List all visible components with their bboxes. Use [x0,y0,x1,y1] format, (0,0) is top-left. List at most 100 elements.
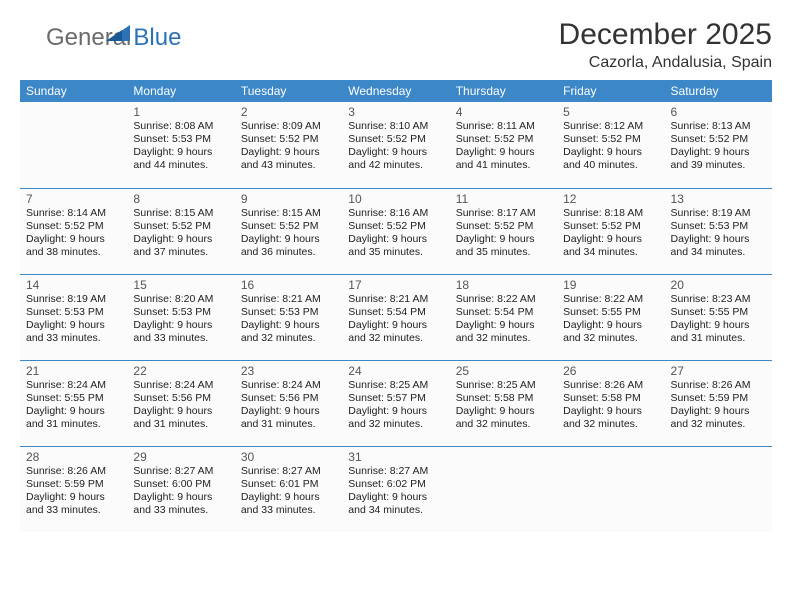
day-info: Sunrise: 8:08 AMSunset: 5:53 PMDaylight:… [133,120,228,173]
calendar-day-cell: 14Sunrise: 8:19 AMSunset: 5:53 PMDayligh… [20,274,127,360]
day-info: Sunrise: 8:27 AMSunset: 6:01 PMDaylight:… [241,465,336,518]
calendar-day-cell: 24Sunrise: 8:25 AMSunset: 5:57 PMDayligh… [342,360,449,446]
calendar-day-cell: 17Sunrise: 8:21 AMSunset: 5:54 PMDayligh… [342,274,449,360]
calendar-day-cell: 1Sunrise: 8:08 AMSunset: 5:53 PMDaylight… [127,102,234,188]
day-info: Sunrise: 8:15 AMSunset: 5:52 PMDaylight:… [133,207,228,260]
calendar-day-cell: 25Sunrise: 8:25 AMSunset: 5:58 PMDayligh… [450,360,557,446]
calendar-day-cell [20,102,127,188]
day-info: Sunrise: 8:21 AMSunset: 5:54 PMDaylight:… [348,293,443,346]
weekday-header: Tuesday [235,80,342,102]
day-number: 1 [133,105,228,119]
day-info: Sunrise: 8:22 AMSunset: 5:54 PMDaylight:… [456,293,551,346]
weekday-header: Thursday [450,80,557,102]
day-number: 21 [26,364,121,378]
calendar-week-row: 7Sunrise: 8:14 AMSunset: 5:52 PMDaylight… [20,188,772,274]
day-info: Sunrise: 8:14 AMSunset: 5:52 PMDaylight:… [26,207,121,260]
calendar-day-cell: 2Sunrise: 8:09 AMSunset: 5:52 PMDaylight… [235,102,342,188]
calendar-day-cell: 8Sunrise: 8:15 AMSunset: 5:52 PMDaylight… [127,188,234,274]
calendar-day-cell [665,446,772,532]
calendar-week-row: 1Sunrise: 8:08 AMSunset: 5:53 PMDaylight… [20,102,772,188]
weekday-header-row: Sunday Monday Tuesday Wednesday Thursday… [20,80,772,102]
day-number: 15 [133,278,228,292]
calendar-day-cell: 5Sunrise: 8:12 AMSunset: 5:52 PMDaylight… [557,102,664,188]
day-info: Sunrise: 8:19 AMSunset: 5:53 PMDaylight:… [26,293,121,346]
calendar-day-cell: 4Sunrise: 8:11 AMSunset: 5:52 PMDaylight… [450,102,557,188]
calendar-day-cell: 13Sunrise: 8:19 AMSunset: 5:53 PMDayligh… [665,188,772,274]
calendar-table: Sunday Monday Tuesday Wednesday Thursday… [20,80,772,532]
calendar-day-cell: 19Sunrise: 8:22 AMSunset: 5:55 PMDayligh… [557,274,664,360]
day-number: 27 [671,364,766,378]
calendar-day-cell: 11Sunrise: 8:17 AMSunset: 5:52 PMDayligh… [450,188,557,274]
title-block: December 2025 Cazorla, Andalusia, Spain [559,18,772,72]
page-subtitle: Cazorla, Andalusia, Spain [559,54,772,72]
calendar-day-cell: 22Sunrise: 8:24 AMSunset: 5:56 PMDayligh… [127,360,234,446]
day-info: Sunrise: 8:17 AMSunset: 5:52 PMDaylight:… [456,207,551,260]
day-number: 16 [241,278,336,292]
day-number: 22 [133,364,228,378]
day-info: Sunrise: 8:27 AMSunset: 6:00 PMDaylight:… [133,465,228,518]
day-info: Sunrise: 8:21 AMSunset: 5:53 PMDaylight:… [241,293,336,346]
day-info: Sunrise: 8:16 AMSunset: 5:52 PMDaylight:… [348,207,443,260]
weekday-header: Sunday [20,80,127,102]
calendar-day-cell: 23Sunrise: 8:24 AMSunset: 5:56 PMDayligh… [235,360,342,446]
weekday-header: Wednesday [342,80,449,102]
calendar-week-row: 21Sunrise: 8:24 AMSunset: 5:55 PMDayligh… [20,360,772,446]
calendar-day-cell: 12Sunrise: 8:18 AMSunset: 5:52 PMDayligh… [557,188,664,274]
day-number: 25 [456,364,551,378]
day-number: 14 [26,278,121,292]
day-number: 13 [671,192,766,206]
day-number: 4 [456,105,551,119]
day-number: 18 [456,278,551,292]
day-number: 3 [348,105,443,119]
calendar-day-cell: 3Sunrise: 8:10 AMSunset: 5:52 PMDaylight… [342,102,449,188]
day-info: Sunrise: 8:25 AMSunset: 5:57 PMDaylight:… [348,379,443,432]
calendar-body: 1Sunrise: 8:08 AMSunset: 5:53 PMDaylight… [20,102,772,532]
day-number: 7 [26,192,121,206]
calendar-day-cell: 20Sunrise: 8:23 AMSunset: 5:55 PMDayligh… [665,274,772,360]
day-number: 24 [348,364,443,378]
day-number: 19 [563,278,658,292]
day-number: 2 [241,105,336,119]
day-number: 29 [133,450,228,464]
calendar-day-cell: 18Sunrise: 8:22 AMSunset: 5:54 PMDayligh… [450,274,557,360]
day-info: Sunrise: 8:27 AMSunset: 6:02 PMDaylight:… [348,465,443,518]
weekday-header: Monday [127,80,234,102]
day-info: Sunrise: 8:26 AMSunset: 5:59 PMDaylight:… [671,379,766,432]
calendar-day-cell: 21Sunrise: 8:24 AMSunset: 5:55 PMDayligh… [20,360,127,446]
day-info: Sunrise: 8:13 AMSunset: 5:52 PMDaylight:… [671,120,766,173]
weekday-header: Saturday [665,80,772,102]
day-info: Sunrise: 8:19 AMSunset: 5:53 PMDaylight:… [671,207,766,260]
calendar-day-cell: 9Sunrise: 8:15 AMSunset: 5:52 PMDaylight… [235,188,342,274]
day-info: Sunrise: 8:22 AMSunset: 5:55 PMDaylight:… [563,293,658,346]
logo-triangle-icon [106,21,132,43]
day-info: Sunrise: 8:11 AMSunset: 5:52 PMDaylight:… [456,120,551,173]
header: GeneralBlue December 2025 Cazorla, Andal… [20,18,772,72]
day-info: Sunrise: 8:24 AMSunset: 5:55 PMDaylight:… [26,379,121,432]
day-info: Sunrise: 8:23 AMSunset: 5:55 PMDaylight:… [671,293,766,346]
day-info: Sunrise: 8:24 AMSunset: 5:56 PMDaylight:… [133,379,228,432]
day-number: 10 [348,192,443,206]
day-number: 8 [133,192,228,206]
day-number: 17 [348,278,443,292]
day-info: Sunrise: 8:24 AMSunset: 5:56 PMDaylight:… [241,379,336,432]
day-number: 9 [241,192,336,206]
day-info: Sunrise: 8:20 AMSunset: 5:53 PMDaylight:… [133,293,228,346]
calendar-day-cell: 28Sunrise: 8:26 AMSunset: 5:59 PMDayligh… [20,446,127,532]
day-info: Sunrise: 8:25 AMSunset: 5:58 PMDaylight:… [456,379,551,432]
calendar-week-row: 28Sunrise: 8:26 AMSunset: 5:59 PMDayligh… [20,446,772,532]
logo: GeneralBlue [20,24,181,52]
day-number: 28 [26,450,121,464]
day-number: 31 [348,450,443,464]
day-number: 11 [456,192,551,206]
day-number: 23 [241,364,336,378]
calendar-day-cell: 31Sunrise: 8:27 AMSunset: 6:02 PMDayligh… [342,446,449,532]
day-info: Sunrise: 8:26 AMSunset: 5:59 PMDaylight:… [26,465,121,518]
day-info: Sunrise: 8:26 AMSunset: 5:58 PMDaylight:… [563,379,658,432]
calendar-day-cell: 29Sunrise: 8:27 AMSunset: 6:00 PMDayligh… [127,446,234,532]
calendar-day-cell: 16Sunrise: 8:21 AMSunset: 5:53 PMDayligh… [235,274,342,360]
calendar-week-row: 14Sunrise: 8:19 AMSunset: 5:53 PMDayligh… [20,274,772,360]
day-info: Sunrise: 8:09 AMSunset: 5:52 PMDaylight:… [241,120,336,173]
calendar-day-cell [557,446,664,532]
weekday-header: Friday [557,80,664,102]
page-title: December 2025 [559,18,772,52]
